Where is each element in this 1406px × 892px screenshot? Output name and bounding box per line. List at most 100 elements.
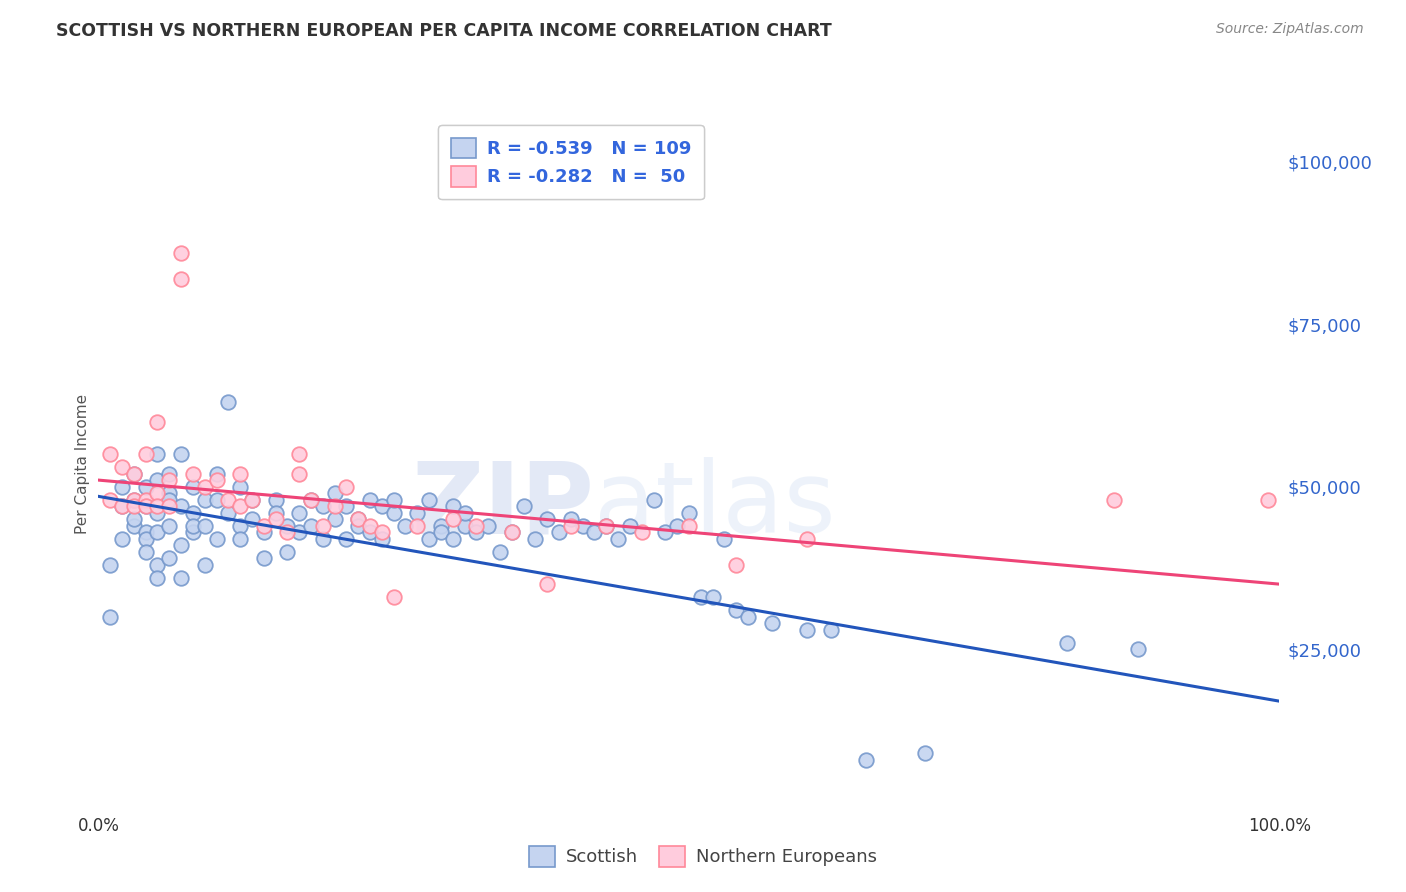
Point bbox=[181, 467, 204, 481]
Point bbox=[122, 467, 145, 481]
Point bbox=[98, 609, 121, 624]
Point bbox=[654, 525, 676, 540]
Point bbox=[1102, 492, 1125, 507]
Point bbox=[489, 544, 512, 558]
Point bbox=[194, 518, 217, 533]
Point bbox=[217, 506, 239, 520]
Point bbox=[441, 512, 464, 526]
Point bbox=[122, 467, 145, 481]
Point bbox=[335, 499, 357, 513]
Point bbox=[371, 499, 394, 513]
Point bbox=[524, 532, 547, 546]
Text: SCOTTISH VS NORTHERN EUROPEAN PER CAPITA INCOME CORRELATION CHART: SCOTTISH VS NORTHERN EUROPEAN PER CAPITA… bbox=[56, 22, 832, 40]
Point bbox=[135, 544, 157, 558]
Point bbox=[761, 616, 783, 631]
Point bbox=[157, 492, 180, 507]
Point bbox=[181, 518, 204, 533]
Point bbox=[135, 525, 157, 540]
Point bbox=[536, 512, 558, 526]
Point bbox=[299, 492, 322, 507]
Point bbox=[359, 525, 381, 540]
Point bbox=[194, 558, 217, 572]
Point bbox=[229, 532, 252, 546]
Point bbox=[111, 480, 134, 494]
Point bbox=[347, 518, 370, 533]
Point bbox=[122, 518, 145, 533]
Point bbox=[146, 558, 169, 572]
Point bbox=[229, 499, 252, 513]
Point bbox=[157, 473, 180, 487]
Point bbox=[1056, 635, 1078, 649]
Point bbox=[441, 499, 464, 513]
Point bbox=[157, 551, 180, 566]
Point bbox=[678, 506, 700, 520]
Point bbox=[312, 499, 335, 513]
Point bbox=[312, 518, 335, 533]
Text: atlas: atlas bbox=[595, 457, 837, 554]
Point bbox=[264, 492, 287, 507]
Point bbox=[276, 525, 298, 540]
Point bbox=[122, 492, 145, 507]
Point bbox=[288, 467, 311, 481]
Point bbox=[146, 473, 169, 487]
Point bbox=[135, 447, 157, 461]
Point bbox=[135, 499, 157, 513]
Point bbox=[855, 753, 877, 767]
Point bbox=[240, 492, 263, 507]
Point bbox=[560, 518, 582, 533]
Point bbox=[111, 499, 134, 513]
Point bbox=[441, 532, 464, 546]
Point bbox=[194, 480, 217, 494]
Point bbox=[323, 499, 346, 513]
Point bbox=[619, 518, 641, 533]
Point bbox=[253, 518, 276, 533]
Point bbox=[512, 499, 534, 513]
Point bbox=[595, 518, 617, 533]
Point bbox=[465, 518, 488, 533]
Point bbox=[323, 512, 346, 526]
Legend: Scottish, Northern Europeans: Scottish, Northern Europeans bbox=[522, 838, 884, 874]
Point bbox=[157, 467, 180, 481]
Point bbox=[276, 518, 298, 533]
Point bbox=[240, 492, 263, 507]
Point bbox=[264, 512, 287, 526]
Point bbox=[299, 518, 322, 533]
Legend: R = -0.539   N = 109, R = -0.282   N =  50: R = -0.539 N = 109, R = -0.282 N = 50 bbox=[437, 125, 704, 199]
Point bbox=[98, 558, 121, 572]
Point bbox=[371, 532, 394, 546]
Point bbox=[111, 460, 134, 475]
Point bbox=[453, 518, 475, 533]
Point bbox=[122, 512, 145, 526]
Point bbox=[347, 512, 370, 526]
Point bbox=[181, 480, 204, 494]
Point bbox=[737, 609, 759, 624]
Point bbox=[607, 532, 630, 546]
Point bbox=[430, 518, 453, 533]
Point bbox=[229, 480, 252, 494]
Point bbox=[146, 486, 169, 500]
Point bbox=[288, 447, 311, 461]
Point bbox=[146, 447, 169, 461]
Point bbox=[157, 499, 180, 513]
Point bbox=[501, 525, 523, 540]
Point bbox=[157, 486, 180, 500]
Point bbox=[643, 492, 665, 507]
Point bbox=[111, 499, 134, 513]
Point bbox=[229, 518, 252, 533]
Point bbox=[170, 571, 193, 585]
Point bbox=[382, 506, 405, 520]
Point bbox=[135, 499, 157, 513]
Point bbox=[181, 506, 204, 520]
Point bbox=[229, 467, 252, 481]
Point bbox=[157, 518, 180, 533]
Point bbox=[276, 544, 298, 558]
Point bbox=[135, 532, 157, 546]
Point bbox=[146, 525, 169, 540]
Point bbox=[453, 506, 475, 520]
Point bbox=[359, 492, 381, 507]
Point bbox=[217, 492, 239, 507]
Point bbox=[205, 492, 228, 507]
Point bbox=[359, 518, 381, 533]
Point bbox=[181, 525, 204, 540]
Point bbox=[418, 492, 440, 507]
